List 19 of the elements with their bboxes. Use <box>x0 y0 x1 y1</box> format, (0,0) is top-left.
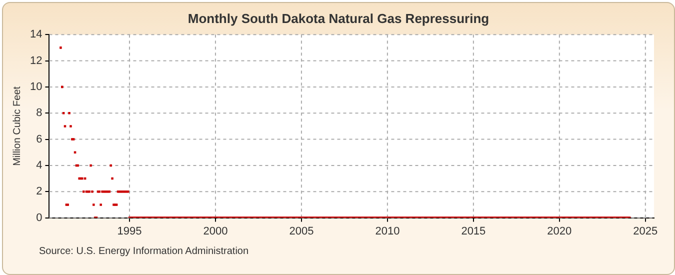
y-axis-title: Million Cubic Feet <box>12 86 23 166</box>
x-tick-label: 2020 <box>547 225 572 238</box>
x-tick-label: 2015 <box>461 225 486 238</box>
chart-title: Monthly South Dakota Natural Gas Repressuring <box>186 11 490 26</box>
x-tick-label: 1995 <box>117 225 142 238</box>
x-tick-label: 2010 <box>375 225 400 238</box>
x-tick-label: 2025 <box>633 225 658 238</box>
y-tick-label: 8 <box>36 107 42 120</box>
y-tick-label: 10 <box>30 80 42 93</box>
point <box>74 151 76 154</box>
y-tick-label: 0 <box>36 212 42 224</box>
y-tick-label: 14 <box>30 28 42 41</box>
x-tick-label: 2005 <box>289 225 314 238</box>
y-tick-label: 12 <box>30 54 42 67</box>
y-tick-label: 4 <box>36 159 42 172</box>
x-tick-label: 2000 <box>203 225 228 238</box>
y-tick-label: 2 <box>36 186 42 198</box>
source-note: Source: U.S. Energy Information Administration <box>39 246 249 257</box>
y-tick-label: 6 <box>36 133 42 146</box>
